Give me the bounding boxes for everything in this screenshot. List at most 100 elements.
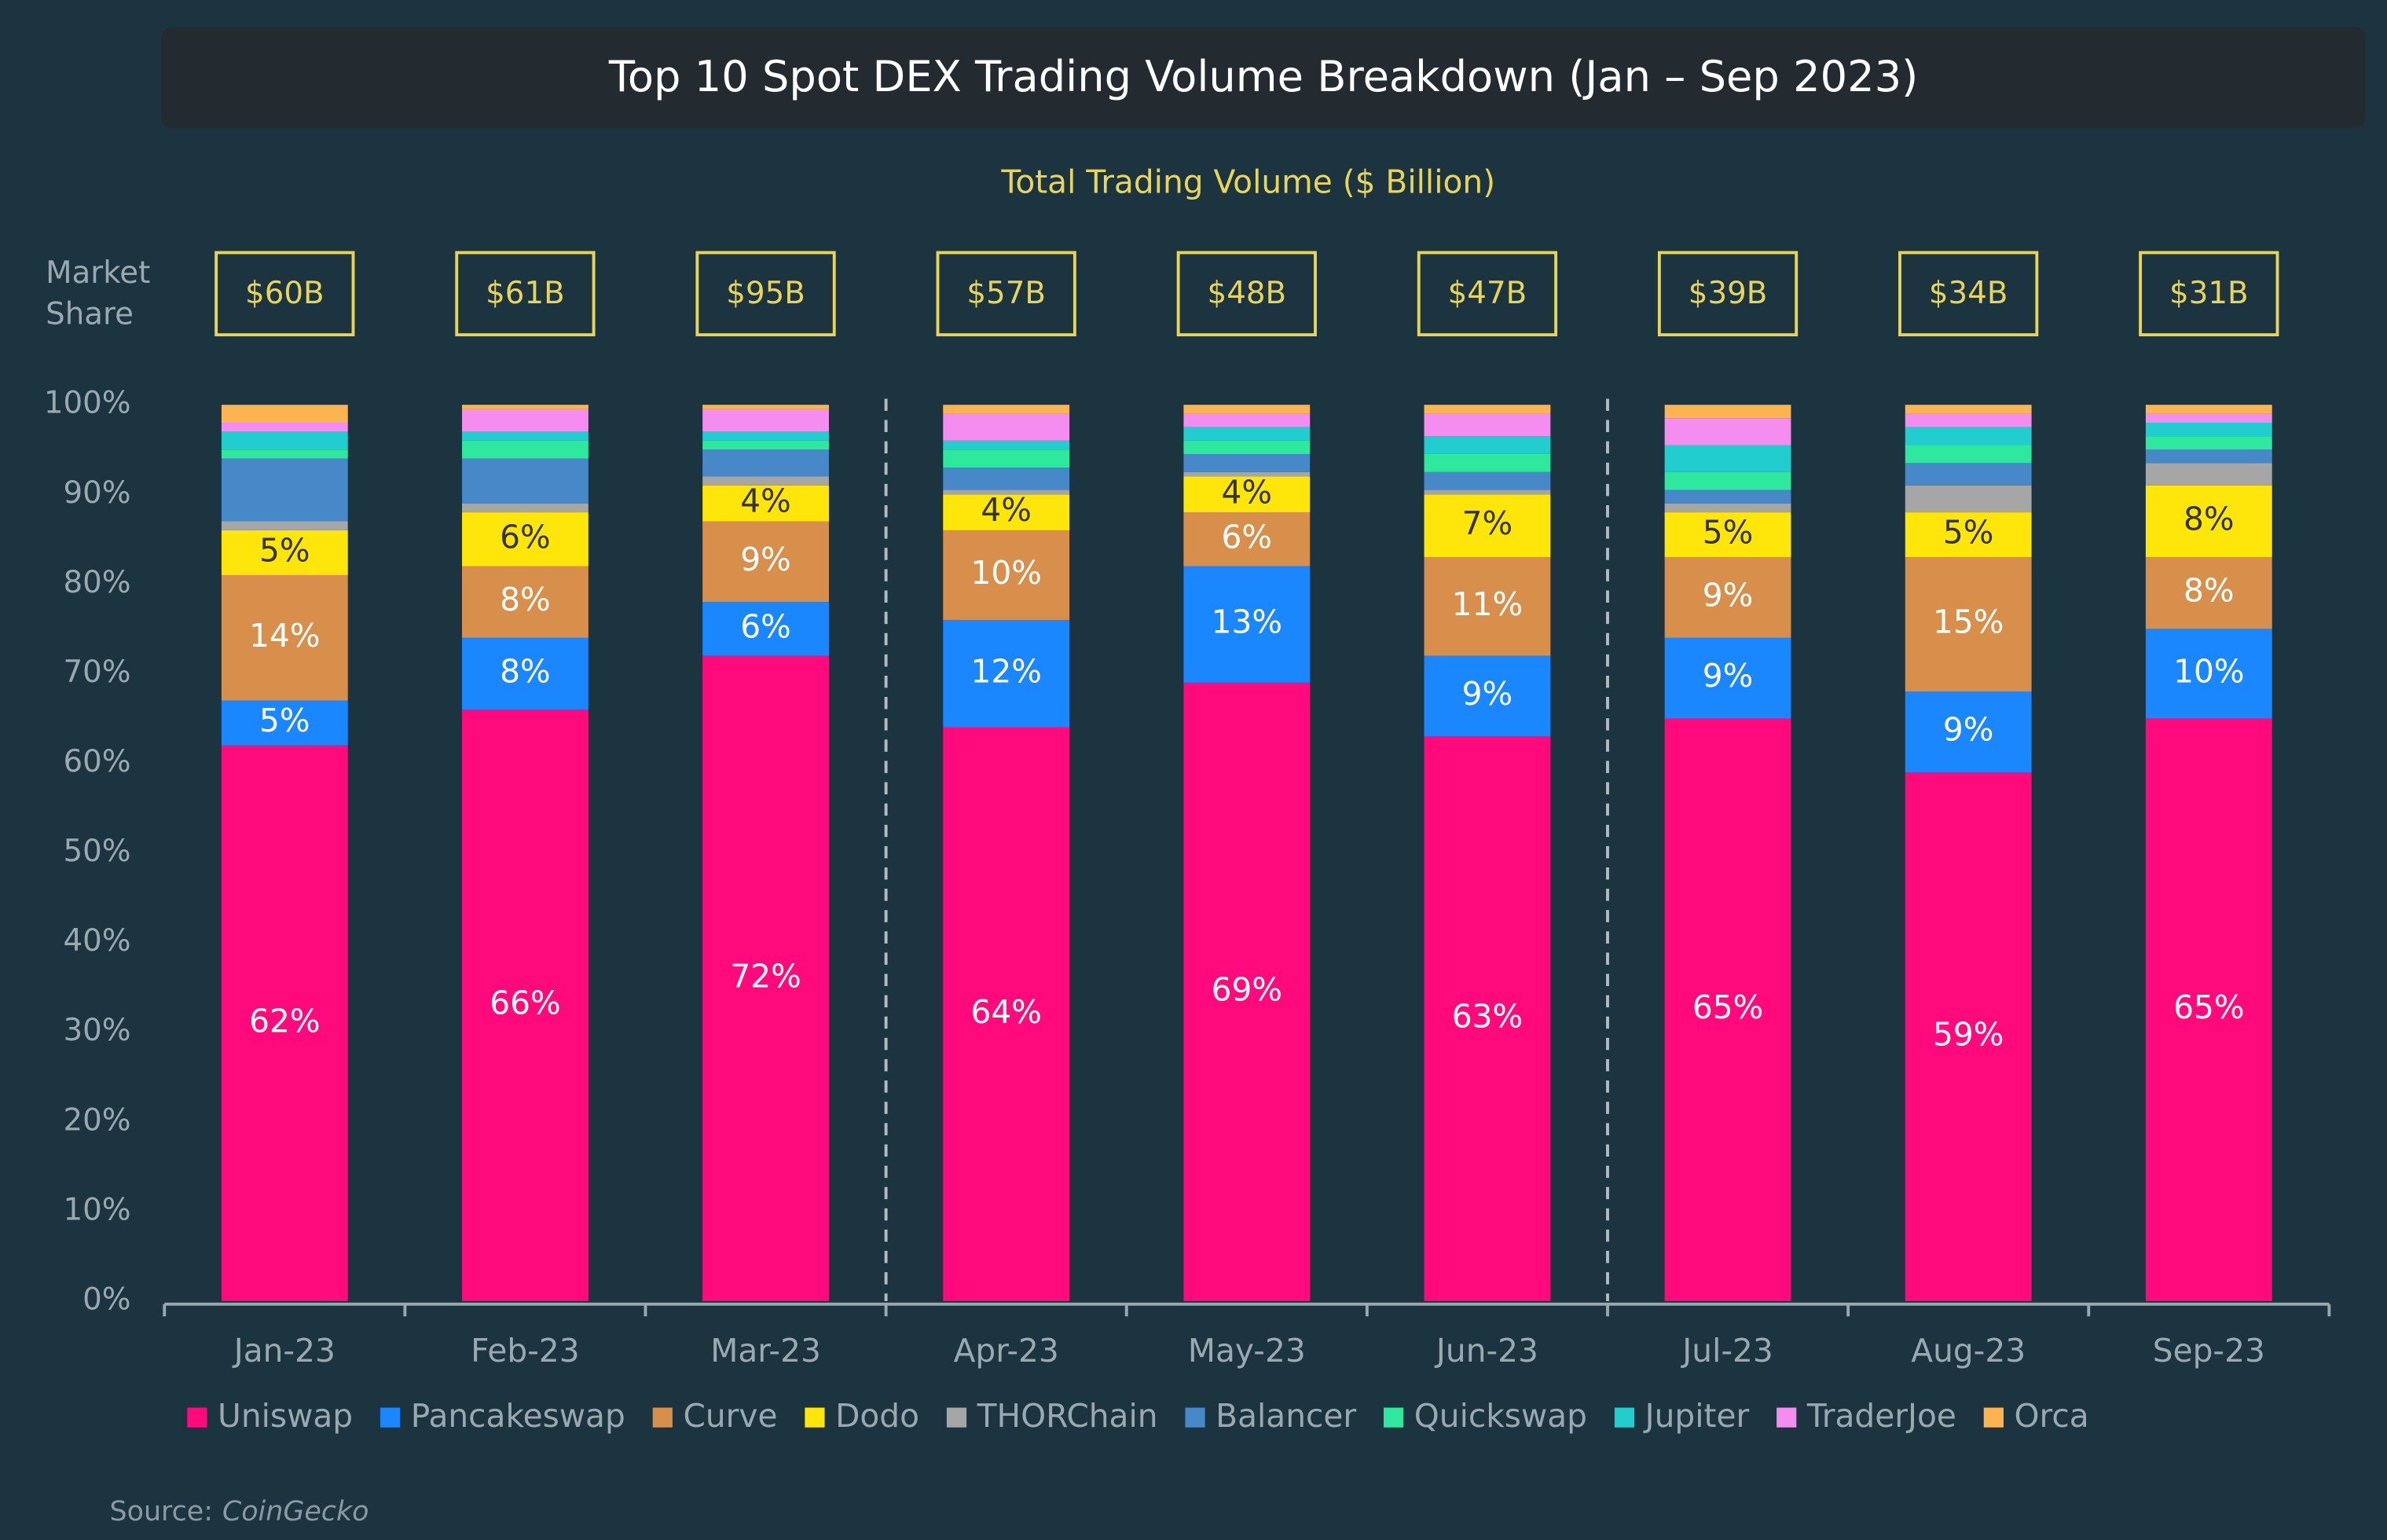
value-label: 65% xyxy=(2173,988,2244,1026)
value-label: 59% xyxy=(1933,1015,2004,1053)
value-label: 62% xyxy=(249,1002,320,1040)
bar-segment xyxy=(462,405,588,409)
value-label: 12% xyxy=(970,652,1041,690)
bar-segment xyxy=(943,449,1070,468)
bar-segment xyxy=(1664,445,1791,472)
bar-segment xyxy=(221,458,348,522)
value-label: 8% xyxy=(500,652,551,690)
bar-segment xyxy=(1664,557,1791,638)
bar-segment xyxy=(943,468,1070,490)
y-tick-label: 30% xyxy=(64,1013,131,1048)
y-tick-label: 20% xyxy=(64,1102,131,1138)
bar-segment xyxy=(1183,476,1311,513)
total-label: $60B xyxy=(245,276,324,311)
value-label: 10% xyxy=(2173,652,2244,690)
bar-segment xyxy=(462,503,588,513)
legend-label: Quickswap xyxy=(1414,1397,1587,1435)
bar-segment xyxy=(1183,440,1311,454)
bar-segment xyxy=(702,440,829,450)
legend-label: Orca xyxy=(2015,1397,2089,1435)
bar-segment xyxy=(2145,413,2272,424)
legend-label: THORChain xyxy=(977,1397,1158,1435)
value-label: 66% xyxy=(490,984,560,1022)
value-label: 10% xyxy=(970,554,1041,592)
legend-label: TraderJoe xyxy=(1806,1397,1956,1435)
bar-segment xyxy=(1905,557,2032,692)
bar-segment xyxy=(702,602,829,656)
x-tick-label: May-23 xyxy=(1188,1332,1306,1370)
value-label: 6% xyxy=(1222,518,1273,556)
value-label: 64% xyxy=(970,993,1041,1031)
bar-segment xyxy=(1183,512,1311,566)
legend-label: Jupiter xyxy=(1643,1397,1750,1435)
bar-segment xyxy=(462,458,588,504)
bar-segment xyxy=(2145,485,2272,558)
legend-swatch xyxy=(1983,1407,2004,1428)
legend-swatch xyxy=(1776,1407,1797,1428)
bar-segment xyxy=(1664,718,1791,1301)
y-tick-label: 80% xyxy=(64,565,131,600)
chart-title: Top 10 Spot DEX Trading Volume Breakdown… xyxy=(608,52,1918,101)
total-box xyxy=(455,251,596,337)
bar-segment xyxy=(221,423,348,432)
bar-segment xyxy=(1424,494,1551,558)
value-label: 5% xyxy=(259,531,310,569)
x-tick-label: Mar-23 xyxy=(710,1332,821,1370)
total-label: $31B xyxy=(2169,276,2249,311)
legend-swatch xyxy=(652,1407,673,1428)
bar-segment xyxy=(1664,637,1791,719)
y-tick-label: 40% xyxy=(64,923,131,959)
y-tick-label: 60% xyxy=(64,744,131,779)
x-tick-label: Jul-23 xyxy=(1680,1332,1773,1370)
total-box xyxy=(2139,251,2279,337)
bar-segment xyxy=(2145,629,2272,719)
bar-segment xyxy=(1664,490,1791,504)
total-label: $34B xyxy=(1929,276,2008,311)
x-tick-label: Aug-23 xyxy=(1911,1332,2026,1370)
bar-segment xyxy=(1905,413,2032,427)
value-label: 4% xyxy=(740,482,791,520)
bar-segment xyxy=(943,727,1070,1301)
total-box xyxy=(936,251,1076,337)
bar-segment xyxy=(943,490,1070,495)
totals-axis-label: Market Share xyxy=(46,254,151,332)
bar-segment xyxy=(2145,436,2272,450)
value-label: 7% xyxy=(1462,504,1513,542)
bar-segment xyxy=(702,409,829,432)
value-label: 9% xyxy=(1703,576,1754,614)
bar-segment xyxy=(702,485,829,522)
bar-segment xyxy=(1905,405,2032,414)
bar-segment xyxy=(221,449,348,459)
value-label: 6% xyxy=(740,607,791,645)
bar-segment xyxy=(462,409,588,432)
value-label: 72% xyxy=(730,957,801,995)
total-box xyxy=(214,251,355,337)
bar-segment xyxy=(1183,566,1311,683)
bar-segment xyxy=(702,476,829,486)
bar-segment xyxy=(943,530,1070,620)
bar-segment xyxy=(702,655,829,1301)
legend-label: Pancakeswap xyxy=(411,1397,625,1435)
total-box xyxy=(1898,251,2039,337)
bar-segment xyxy=(1905,691,2032,772)
legend-label: Uniswap xyxy=(218,1397,353,1435)
bar-segment xyxy=(1183,405,1311,414)
bar-segment xyxy=(221,745,348,1301)
total-label: $39B xyxy=(1688,276,1768,311)
bar-segment xyxy=(1664,405,1791,419)
x-tick-label: Feb-23 xyxy=(471,1332,579,1370)
y-tick-label: 0% xyxy=(82,1282,130,1317)
total-box xyxy=(1417,251,1558,337)
bar-segment xyxy=(1905,445,2032,464)
bar-segment xyxy=(1424,471,1551,490)
bar-segment xyxy=(1424,736,1551,1301)
legend-swatch xyxy=(1614,1407,1635,1428)
source: CoinGecko xyxy=(222,1496,369,1527)
value-label: 8% xyxy=(2184,572,2235,610)
value-label: 8% xyxy=(2184,500,2235,537)
bar-segment xyxy=(1424,490,1551,495)
y-tick-label: 100% xyxy=(44,386,131,421)
x-tick-label: Apr-23 xyxy=(954,1332,1059,1370)
bar-segment xyxy=(2145,463,2272,486)
